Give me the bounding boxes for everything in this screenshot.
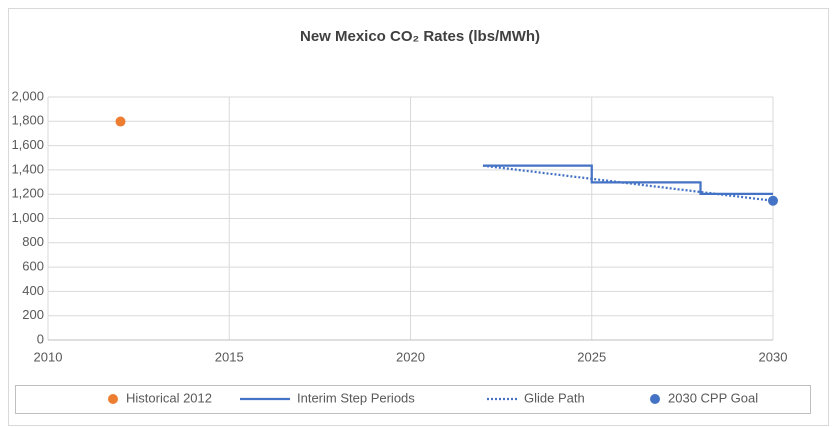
chart-border xyxy=(8,8,829,426)
legend-label: Interim Step Periods xyxy=(297,390,415,405)
y-tick-label: 1,200 xyxy=(11,186,44,201)
x-tick-label: 2010 xyxy=(34,349,63,364)
y-tick-label: 1,400 xyxy=(11,161,44,176)
y-tick-label: 2,000 xyxy=(11,88,44,103)
line xyxy=(483,164,773,195)
line xyxy=(482,164,774,202)
legend-label: Historical 2012 xyxy=(126,390,212,405)
point xyxy=(768,195,778,206)
y-tick-label: 0 xyxy=(37,331,44,346)
y-tick-label: 1,000 xyxy=(11,210,44,225)
chart-title: New Mexico CO₂ Rates (lbs/MWh) xyxy=(300,28,540,45)
y-tick-label: 800 xyxy=(22,234,44,249)
y-tick-label: 200 xyxy=(22,307,44,322)
y-tick-label: 1,600 xyxy=(11,137,44,152)
x-tick-label: 2030 xyxy=(759,349,788,364)
legend-marker xyxy=(650,394,660,404)
legend-box xyxy=(15,385,811,414)
legend-marker xyxy=(108,394,118,404)
y-tick-label: 600 xyxy=(22,259,44,274)
x-tick-label: 2025 xyxy=(577,349,606,364)
y-tick-label: 400 xyxy=(22,283,44,298)
x-tick-label: 2020 xyxy=(396,349,425,364)
point xyxy=(115,116,126,127)
y-tick-label: 1,800 xyxy=(11,113,44,128)
legend-label: Glide Path xyxy=(524,390,585,405)
x-tick-label: 2015 xyxy=(215,349,244,364)
legend-label: 2030 CPP Goal xyxy=(668,390,758,405)
